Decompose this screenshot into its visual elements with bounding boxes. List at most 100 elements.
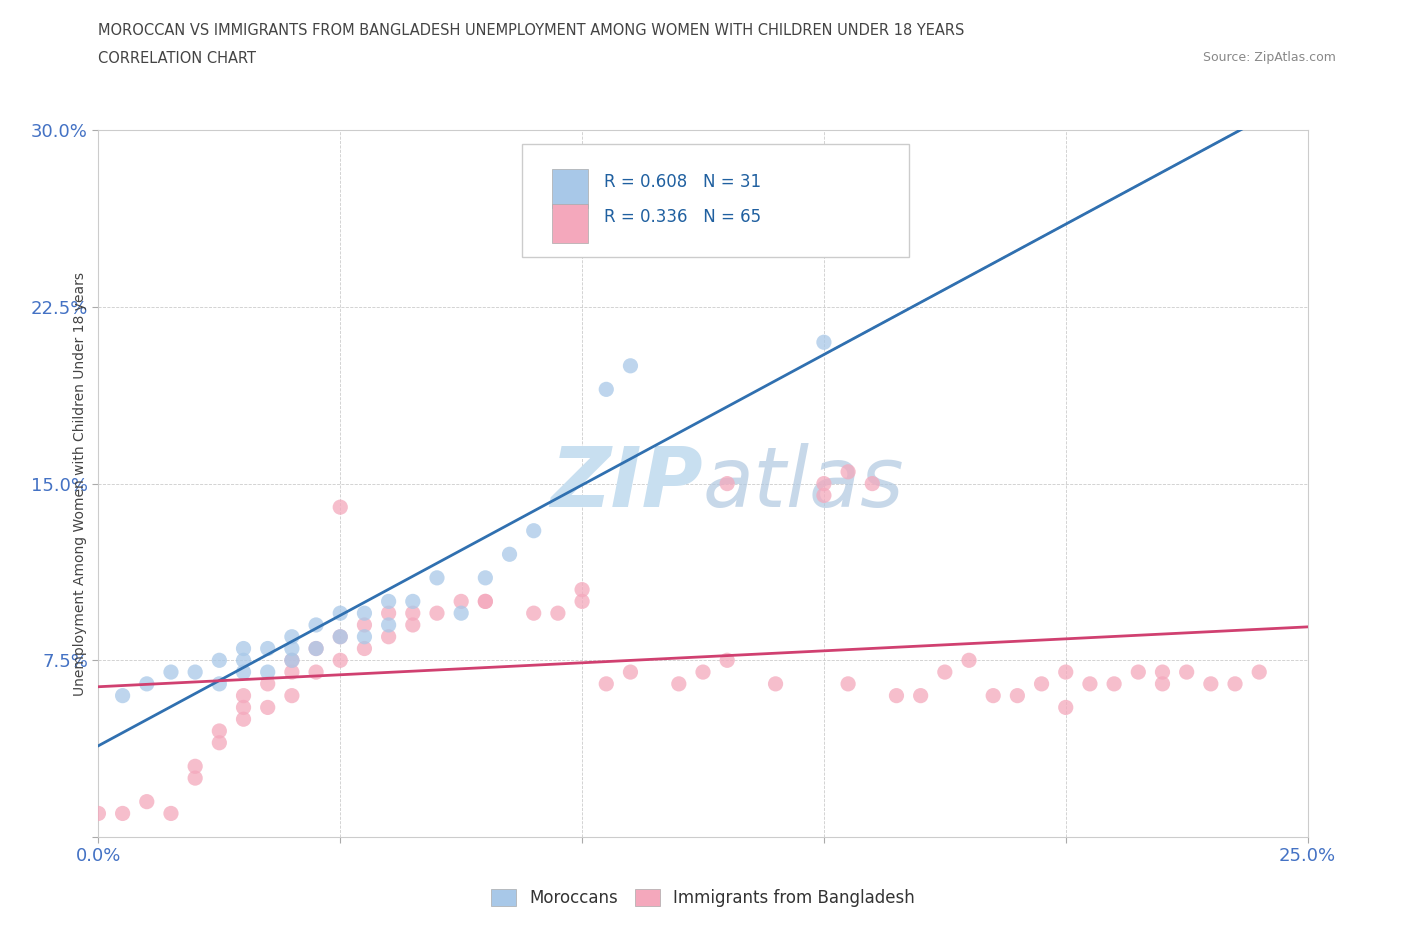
Point — [135, 794, 157, 809]
Point — [813, 476, 835, 491]
Point — [910, 688, 932, 703]
Point — [232, 688, 254, 703]
Point — [523, 605, 546, 620]
Text: ZIP: ZIP — [550, 443, 703, 525]
Point — [305, 641, 328, 656]
Point — [474, 594, 496, 609]
Point — [474, 570, 496, 585]
Point — [377, 605, 399, 620]
FancyBboxPatch shape — [522, 144, 908, 258]
Point — [450, 605, 472, 620]
Text: R = 0.608   N = 31: R = 0.608 N = 31 — [603, 173, 761, 191]
Point — [256, 676, 278, 691]
Point — [256, 665, 278, 680]
Point — [232, 641, 254, 656]
Point — [329, 499, 352, 514]
Point — [281, 641, 304, 656]
Point — [232, 653, 254, 668]
Point — [498, 547, 520, 562]
Text: atlas: atlas — [703, 443, 904, 525]
Point — [377, 594, 399, 609]
Y-axis label: Unemployment Among Women with Children Under 18 years: Unemployment Among Women with Children U… — [73, 272, 87, 696]
Point — [668, 676, 690, 691]
Point — [160, 665, 183, 680]
Bar — [553, 169, 588, 208]
Point — [692, 665, 714, 680]
Point — [1152, 665, 1174, 680]
Point — [353, 630, 375, 644]
Point — [232, 711, 254, 726]
Point — [232, 665, 254, 680]
Point — [184, 665, 207, 680]
Point — [377, 630, 399, 644]
Point — [450, 594, 472, 609]
Point — [402, 594, 425, 609]
Point — [619, 665, 641, 680]
Point — [1078, 676, 1101, 691]
Point — [426, 605, 449, 620]
Point — [305, 665, 328, 680]
Point — [571, 582, 593, 597]
Point — [474, 594, 496, 609]
Point — [111, 806, 134, 821]
Text: R = 0.336   N = 65: R = 0.336 N = 65 — [603, 208, 761, 226]
Point — [595, 382, 617, 397]
Point — [184, 759, 207, 774]
Point — [353, 618, 375, 632]
Point — [353, 641, 375, 656]
Point — [402, 618, 425, 632]
Point — [619, 358, 641, 373]
Point — [111, 688, 134, 703]
Point — [981, 688, 1004, 703]
Point — [281, 665, 304, 680]
Point — [305, 641, 328, 656]
Text: Source: ZipAtlas.com: Source: ZipAtlas.com — [1202, 51, 1336, 64]
Point — [281, 630, 304, 644]
Point — [1031, 676, 1053, 691]
Point — [329, 605, 352, 620]
Point — [281, 688, 304, 703]
Point — [281, 653, 304, 668]
Point — [208, 724, 231, 738]
Point — [135, 676, 157, 691]
Point — [1199, 676, 1222, 691]
Point — [716, 476, 738, 491]
Point — [402, 605, 425, 620]
Point — [208, 676, 231, 691]
Point — [353, 605, 375, 620]
Bar — [553, 205, 588, 244]
Point — [256, 700, 278, 715]
Point — [837, 676, 859, 691]
Point — [305, 618, 328, 632]
Point — [184, 771, 207, 786]
Point — [934, 665, 956, 680]
Point — [1007, 688, 1029, 703]
Point — [716, 653, 738, 668]
Point — [208, 653, 231, 668]
Point — [886, 688, 908, 703]
Point — [256, 641, 278, 656]
Point — [1249, 665, 1271, 680]
Point — [281, 653, 304, 668]
Point — [1152, 676, 1174, 691]
Point — [1223, 676, 1246, 691]
Point — [1054, 665, 1077, 680]
Point — [595, 676, 617, 691]
Point — [160, 806, 183, 821]
Point — [1054, 700, 1077, 715]
Point — [426, 570, 449, 585]
Point — [813, 488, 835, 503]
Text: CORRELATION CHART: CORRELATION CHART — [98, 51, 256, 66]
Point — [1175, 665, 1198, 680]
Point — [87, 806, 110, 821]
Point — [1102, 676, 1125, 691]
Point — [329, 630, 352, 644]
Point — [571, 594, 593, 609]
Text: MOROCCAN VS IMMIGRANTS FROM BANGLADESH UNEMPLOYMENT AMONG WOMEN WITH CHILDREN UN: MOROCCAN VS IMMIGRANTS FROM BANGLADESH U… — [98, 23, 965, 38]
Point — [1128, 665, 1150, 680]
Point — [377, 618, 399, 632]
Point — [329, 630, 352, 644]
Legend: Moroccans, Immigrants from Bangladesh: Moroccans, Immigrants from Bangladesh — [485, 882, 921, 913]
Point — [957, 653, 980, 668]
Point — [860, 476, 883, 491]
